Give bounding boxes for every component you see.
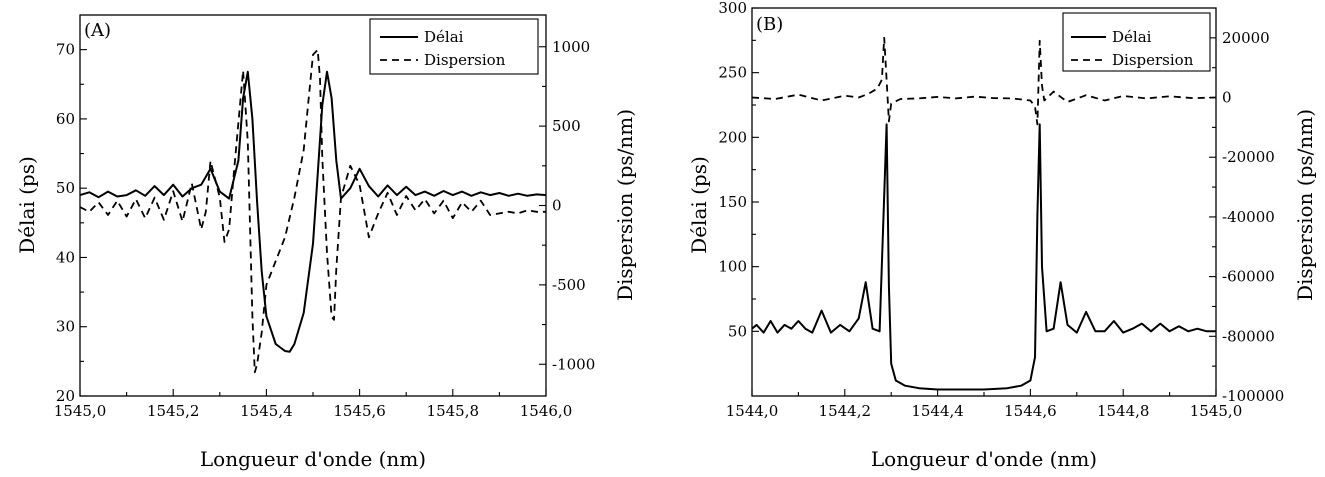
panel-a-x-tick-label: 1545,0 xyxy=(54,402,107,420)
panel-a-series-delay-line xyxy=(79,70,547,353)
panel-a-ticks: 1545,0 1545,2 1545,4 1545,6 1545,8 1546,0 20 30… xyxy=(54,38,596,420)
panel-a-legend-delay-label: Délai xyxy=(424,28,464,46)
panel-a-y-right-tick-label: 0 xyxy=(552,197,562,215)
panel-b-legend-box xyxy=(1062,12,1211,72)
panel-a-y-right-tick-label: -500 xyxy=(552,276,586,294)
panel-b-label: (B) xyxy=(756,14,783,35)
panel-a-y-tick-label: 70 xyxy=(56,41,75,59)
panel-b-series-delay-line xyxy=(751,123,1216,391)
panel-a-y-right-tick-label: 1000 xyxy=(552,38,590,56)
panel-a-y-tick-label: 50 xyxy=(56,179,75,197)
panel-a-x-tick-label: 1545,2 xyxy=(147,402,200,420)
panel-a-x-axis-label: Longueur d'onde (nm) xyxy=(200,447,426,471)
panel-b-x-tick-label: 1544,0 xyxy=(726,402,779,420)
panel-b-legend: Délai Dispersion xyxy=(1062,12,1211,72)
panel-b-y-right-tick-label: -100000 xyxy=(1222,387,1284,405)
panel-b-y-tick-label: 200 xyxy=(718,128,747,146)
panel-b-y-right-tick-label: -60000 xyxy=(1222,268,1275,286)
panel-a-y-tick-label: 30 xyxy=(56,318,75,336)
panel-b: 1544,0 1544,2 1544,4 1544,6 1544,8 1545,0 50 10… xyxy=(687,0,1317,471)
panel-a-y-right-tick-label: 500 xyxy=(552,117,581,135)
panel-b-x-tick-label: 1544,8 xyxy=(1097,402,1150,420)
panel-b-x-tick-label: 1544,4 xyxy=(911,402,964,420)
panel-b-ticks: 1544,0 1544,2 1544,4 1544,6 1544,8 1545,0 50 10… xyxy=(718,0,1284,420)
panel-a-y-tick-label: 20 xyxy=(56,387,75,405)
panel-a-legend-box xyxy=(369,18,539,75)
panel-b-x-tick-label: 1545,0 xyxy=(1190,402,1243,420)
panel-b-y-right-tick-label: -40000 xyxy=(1222,208,1275,226)
panel-b-y-right-tick-label: 20000 xyxy=(1222,29,1270,47)
panel-b-legend-dispersion-label: Dispersion xyxy=(1112,51,1194,69)
panel-b-y-axis-label: Délai (ps) xyxy=(687,156,711,254)
panel-a: 1545,0 1545,2 1545,4 1545,6 1545,8 1546,0 20 30… xyxy=(15,14,637,471)
panel-a-legend-dispersion-label: Dispersion xyxy=(424,51,506,69)
panel-a-y-axis-label: Délai (ps) xyxy=(15,156,39,254)
panel-b-x-tick-label: 1544,2 xyxy=(819,402,872,420)
panel-a-series xyxy=(79,49,547,374)
panel-b-legend-delay-label: Délai xyxy=(1112,28,1152,46)
panel-b-y-tick-label: 50 xyxy=(728,322,747,340)
panel-a-x-tick-label: 1546,0 xyxy=(520,402,573,420)
panel-a-y-tick-label: 40 xyxy=(56,248,75,266)
panel-a-series-dispersion-line xyxy=(79,49,546,374)
panel-b-y-tick-label: 300 xyxy=(718,0,747,17)
panel-b-y-right-tick-label: 0 xyxy=(1222,89,1232,107)
panel-b-x-axis-label: Longueur d'onde (nm) xyxy=(871,447,1097,471)
panel-b-series xyxy=(751,36,1217,391)
panel-b-x-tick-label: 1544,6 xyxy=(1004,402,1057,420)
panel-a-x-tick-label: 1545,4 xyxy=(240,402,293,420)
panel-a-label: (A) xyxy=(84,20,111,41)
panel-b-y-right-tick-label: -20000 xyxy=(1222,148,1275,166)
panel-b-series-dispersion-line xyxy=(751,36,1217,126)
panel-b-y-right-axis-label: Dispersion (ps/nm) xyxy=(1293,109,1317,301)
panel-b-y-tick-label: 250 xyxy=(718,64,747,82)
panel-b-y-right-tick-label: -80000 xyxy=(1222,327,1275,345)
panel-a-legend: Délai Dispersion xyxy=(369,18,539,75)
panel-b-y-tick-label: 100 xyxy=(718,258,747,276)
panel-a-y-right-tick-label: -1000 xyxy=(552,355,595,373)
panel-a-x-tick-label: 1545,8 xyxy=(427,402,480,420)
panel-a-y-tick-label: 60 xyxy=(56,110,75,128)
panel-a-y-right-axis-label: Dispersion (ps/nm) xyxy=(613,109,637,301)
panel-a-x-tick-label: 1545,6 xyxy=(333,402,386,420)
panel-b-y-tick-label: 150 xyxy=(718,193,747,211)
